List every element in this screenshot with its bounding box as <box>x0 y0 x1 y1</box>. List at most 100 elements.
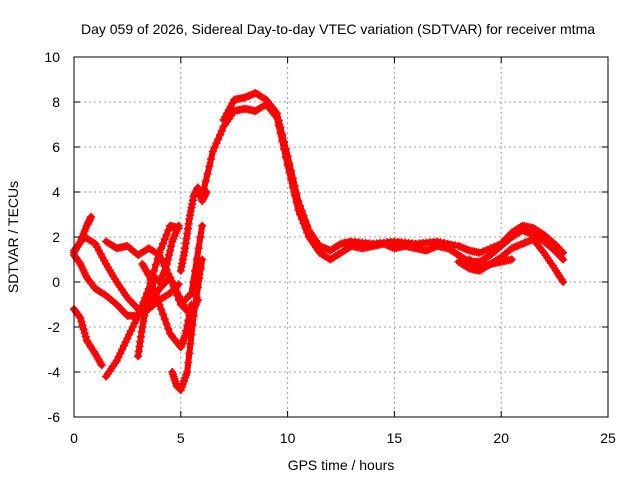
data-point-marker <box>215 131 224 139</box>
data-point-marker <box>118 345 127 354</box>
data-point-marker <box>290 182 299 190</box>
data-point-marker <box>160 279 169 288</box>
data-point-marker <box>79 325 88 334</box>
axis-ticks <box>73 56 609 418</box>
data-point-marker <box>475 248 484 257</box>
series-k <box>176 183 211 275</box>
data-point-marker <box>210 143 219 152</box>
data-point-marker <box>196 233 205 241</box>
data-point-marker <box>493 241 502 250</box>
data-point-marker <box>148 281 157 289</box>
data-point-marker <box>166 246 175 255</box>
data-point-marker <box>502 234 511 243</box>
data-point-marker <box>150 285 159 294</box>
x-tick-label: 15 <box>387 430 403 446</box>
y-tick-label: 8 <box>52 94 60 110</box>
data-point-marker <box>162 230 171 239</box>
data-point-marker <box>161 264 170 273</box>
data-point-marker <box>140 311 149 320</box>
data-point-marker <box>164 324 173 333</box>
data-point-marker <box>212 139 221 148</box>
data-point-marker <box>280 137 289 146</box>
x-tick-labels: 0 5 10 15 20 25 <box>70 430 616 446</box>
data-point-marker <box>183 293 192 301</box>
data-point-marker <box>75 312 84 321</box>
data-point-marker <box>497 239 506 248</box>
data-point-marker <box>159 281 167 289</box>
series-main-tail <box>465 255 516 271</box>
data-point-marker <box>185 291 194 300</box>
data-point-marker <box>97 361 106 370</box>
data-point-marker <box>132 315 141 324</box>
y-tick-label: 10 <box>44 49 60 65</box>
data-point-marker <box>490 242 499 251</box>
data-point-marker <box>301 216 310 225</box>
y-tick-label: -4 <box>48 364 61 380</box>
data-point-marker <box>559 255 568 264</box>
data-point-marker <box>278 130 287 139</box>
grid <box>74 57 608 417</box>
data-point-marker <box>151 290 160 299</box>
data-point-marker <box>163 255 172 264</box>
data-point-marker <box>153 254 162 263</box>
data-point-marker <box>299 211 308 220</box>
data-point-marker <box>274 116 283 125</box>
data-point-marker <box>119 341 128 350</box>
data-point-marker <box>205 162 214 171</box>
data-point-marker <box>128 323 137 331</box>
data-point-marker <box>123 293 132 302</box>
data-point-marker <box>272 109 281 118</box>
data-point-marker <box>559 278 568 286</box>
data-point-marker <box>153 295 162 304</box>
data-point-marker <box>187 330 196 339</box>
data-point-marker <box>126 326 135 335</box>
data-point-marker <box>160 315 169 324</box>
data-point-marker <box>217 126 226 135</box>
series-d <box>70 305 106 370</box>
y-tick-label: 6 <box>52 139 60 155</box>
data-point-marker <box>287 167 296 175</box>
data-point-marker <box>164 275 173 284</box>
data-point-marker <box>159 310 167 319</box>
data-point-marker <box>559 248 568 257</box>
data-point-marker <box>130 319 139 328</box>
data-point-marker <box>76 314 85 322</box>
y-tick-label: 0 <box>52 274 60 290</box>
data-point-marker <box>182 326 191 335</box>
x-tick-label: 25 <box>600 430 616 446</box>
data-point-marker <box>157 305 166 314</box>
data-point-marker <box>130 301 139 310</box>
x-axis-label: GPS time / hours <box>288 457 395 473</box>
data-point-marker <box>214 135 223 144</box>
data-point-marker <box>181 332 190 340</box>
data-point-marker <box>486 244 495 253</box>
data-point-marker <box>121 309 130 318</box>
y-tick-labels: -6 -4 -2 0 2 4 6 8 10 <box>44 49 60 425</box>
data-point-marker <box>186 339 195 348</box>
data-point-marker <box>89 238 98 247</box>
data-point-marker <box>121 338 130 346</box>
data-point-marker <box>188 321 197 330</box>
data-point-marker <box>164 226 173 235</box>
data-point-marker <box>294 197 303 205</box>
data-point-marker <box>146 276 155 285</box>
data-point-marker <box>126 297 135 306</box>
data-point-marker <box>157 244 166 253</box>
data-point-marker <box>198 255 207 264</box>
data-point-marker <box>479 247 488 256</box>
data-point-marker <box>498 237 507 246</box>
data-point-marker <box>283 152 292 160</box>
data-point-marker <box>162 320 171 328</box>
data-point-marker <box>185 349 194 358</box>
data-point-marker <box>201 177 210 186</box>
data-point-marker <box>557 247 566 256</box>
data-point-marker <box>288 174 297 183</box>
data-point-marker <box>125 295 134 304</box>
data-point-marker <box>167 277 176 286</box>
data-point-marker <box>191 302 200 311</box>
data-point-marker <box>116 304 125 313</box>
data-point-marker <box>114 353 123 361</box>
x-tick-label: 0 <box>70 430 78 446</box>
data-point-marker <box>173 288 182 297</box>
series-i <box>138 260 196 352</box>
